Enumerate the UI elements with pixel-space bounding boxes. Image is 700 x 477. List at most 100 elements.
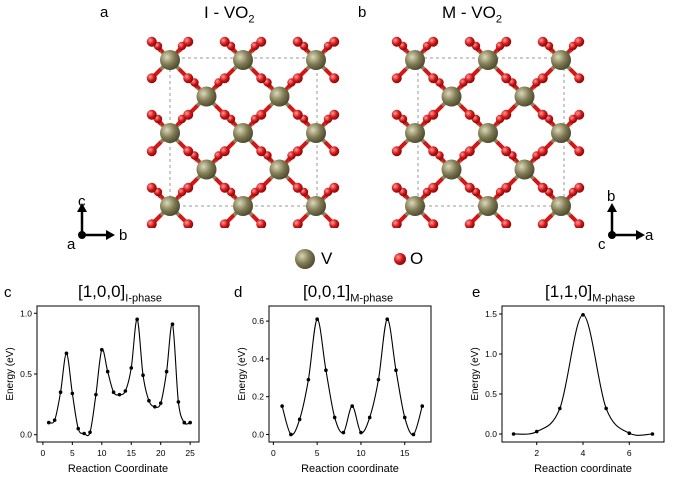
chart-c-y-axis-label: Energy (eV) — [5, 347, 16, 400]
chart-e-x-tick-label: 2 — [534, 448, 539, 458]
chart-d-data-point — [280, 404, 284, 408]
chart-e-data-point — [650, 432, 655, 436]
chart-d-data-point — [350, 404, 354, 408]
chart-d-x-tick-label: 5 — [315, 448, 320, 458]
legend-o-icon — [394, 253, 406, 265]
chart-e-energy-curve — [513, 314, 653, 436]
chart-c-x-tick-label: 5 — [70, 448, 75, 458]
chart-c-data-point — [46, 420, 51, 425]
chart-d-data-point — [297, 417, 302, 422]
chart-c-data-point — [141, 373, 145, 378]
chart-d-energy-curve — [281, 318, 423, 436]
chart-e-data-point — [534, 429, 539, 434]
chart-title-d: [0,0,1]M-phase — [303, 282, 394, 305]
chart-c-data-point — [105, 369, 110, 374]
chart-e-plot-frame — [501, 305, 665, 443]
chart-e-x-axis-label: Reaction coordinate — [534, 463, 632, 475]
chart-title-c: [1,0,0]I-phase — [78, 282, 162, 305]
axes-indicator-b — [607, 203, 645, 240]
axis-label-right-a: b — [119, 227, 128, 244]
chart-e-y-tick-label: 0.5 — [485, 389, 497, 399]
chart-c-data-point — [164, 369, 169, 374]
axis-label-up-a: c — [78, 193, 86, 210]
chart-d-y-axis-label: Energy (eV) — [237, 347, 248, 400]
chart-c-data-point — [88, 430, 92, 435]
legend-v-label: V — [321, 249, 333, 268]
chart-e-data-point — [511, 432, 516, 436]
chart-c-x-tick-label: 20 — [156, 448, 166, 458]
chart-e-y-tick-label: 1.5 — [485, 309, 497, 319]
axes-indicator-a — [77, 203, 115, 240]
chart-d-data-point — [411, 432, 416, 437]
chart-c-plot-frame — [36, 305, 200, 443]
arrow-right-icon — [636, 230, 645, 240]
energy-chart-d: 0 5 10 15 0.0 0.2 0.4 0.6 Reaction coordinate Ene… — [237, 305, 432, 475]
chart-e-data-point — [604, 406, 608, 411]
panel-letter-b: b — [358, 4, 367, 21]
energy-chart-e: 2 4 6 0.0 0.5 1.0 1.5 Reaction coordinate Energy… — [470, 305, 665, 475]
chart-c-y-tick-label: 0.0 — [20, 430, 32, 440]
chart-d-data-point — [332, 415, 337, 420]
chart-c-data-point — [158, 401, 163, 405]
chart-c-data-point — [94, 392, 98, 397]
axis-label-origin-a: a — [67, 236, 76, 253]
chart-d-data-point — [315, 317, 319, 322]
chart-e-x-tick-label: 6 — [627, 448, 632, 458]
chart-d-y-tick-label: 0.6 — [252, 316, 264, 326]
chart-d-x-tick-label: 15 — [400, 448, 410, 458]
chart-c-x-axis-label: Reaction Coordinate — [68, 463, 168, 475]
chart-c-data-point — [100, 347, 104, 352]
chart-c-data-point — [170, 322, 175, 327]
panel-letter-a: a — [100, 4, 109, 21]
chart-d-data-point — [289, 432, 293, 437]
chart-d-plot-frame — [268, 305, 432, 443]
chart-e-data-point — [581, 313, 585, 317]
chart-c-data-point — [135, 317, 139, 322]
crystal-structure-m-vo2 — [391, 36, 585, 228]
chart-title-e: [1,1,0]M-phase — [545, 282, 636, 305]
chart-e-y-axis-label: Energy (eV) — [470, 347, 481, 400]
legend-v-icon — [295, 249, 315, 269]
chart-d-y-tick-label: 0.0 — [252, 429, 264, 439]
chart-d-data-point — [402, 415, 407, 420]
energy-chart-c: 0 5 10 15 20 25 0.0 0.5 1.0 Reaction Coordinate En… — [5, 305, 200, 475]
chart-e-data-point — [558, 406, 562, 411]
arrow-up-icon — [607, 203, 617, 212]
panel-letter-c: c — [4, 284, 12, 301]
chart-d-y-tick-label: 0.4 — [252, 354, 264, 364]
chart-d-data-point — [367, 415, 372, 420]
chart-c-x-tick-label: 10 — [97, 448, 107, 458]
axis-label-origin-b: c — [598, 236, 606, 253]
chart-d-data-point — [359, 430, 363, 435]
chart-e-y-tick-label: 1.0 — [485, 349, 497, 359]
legend-o-label: O — [410, 249, 424, 268]
chart-c-data-point — [188, 420, 192, 425]
chart-e-y-tick-label: 0.0 — [485, 429, 497, 439]
chart-e-data-point — [627, 431, 632, 435]
chart-d-x-axis-label: Reaction coordinate — [301, 463, 399, 475]
chart-c-data-point — [82, 431, 86, 436]
chart-c-data-point — [153, 404, 157, 409]
arrow-right-icon — [106, 230, 115, 240]
chart-c-energy-curve — [48, 318, 191, 437]
chart-c-data-point — [70, 391, 75, 396]
chart-c-data-point — [58, 390, 63, 395]
chart-c-data-point — [176, 400, 181, 404]
chart-c-data-point — [117, 392, 122, 397]
chart-d-data-point — [306, 377, 311, 382]
chart-c-x-tick-label: 0 — [41, 448, 46, 458]
chart-d-data-point — [420, 404, 425, 408]
crystal-structure-i-vo2 — [146, 36, 340, 228]
chart-c-data-point — [64, 351, 69, 356]
chart-c-data-point — [76, 426, 81, 431]
chart-d-data-point — [376, 377, 381, 382]
panel-letter-d: d — [234, 284, 243, 301]
chart-d-data-point — [385, 317, 390, 322]
chart-c-y-tick-label: 0.5 — [20, 369, 32, 379]
panel-letter-e: e — [472, 284, 481, 301]
chart-d-data-point — [341, 430, 346, 435]
chart-d-data-point — [324, 368, 328, 373]
chart-c-x-tick-label: 25 — [185, 448, 195, 458]
chart-d-y-tick-label: 0.2 — [252, 392, 264, 402]
chart-c-data-point — [129, 366, 134, 370]
